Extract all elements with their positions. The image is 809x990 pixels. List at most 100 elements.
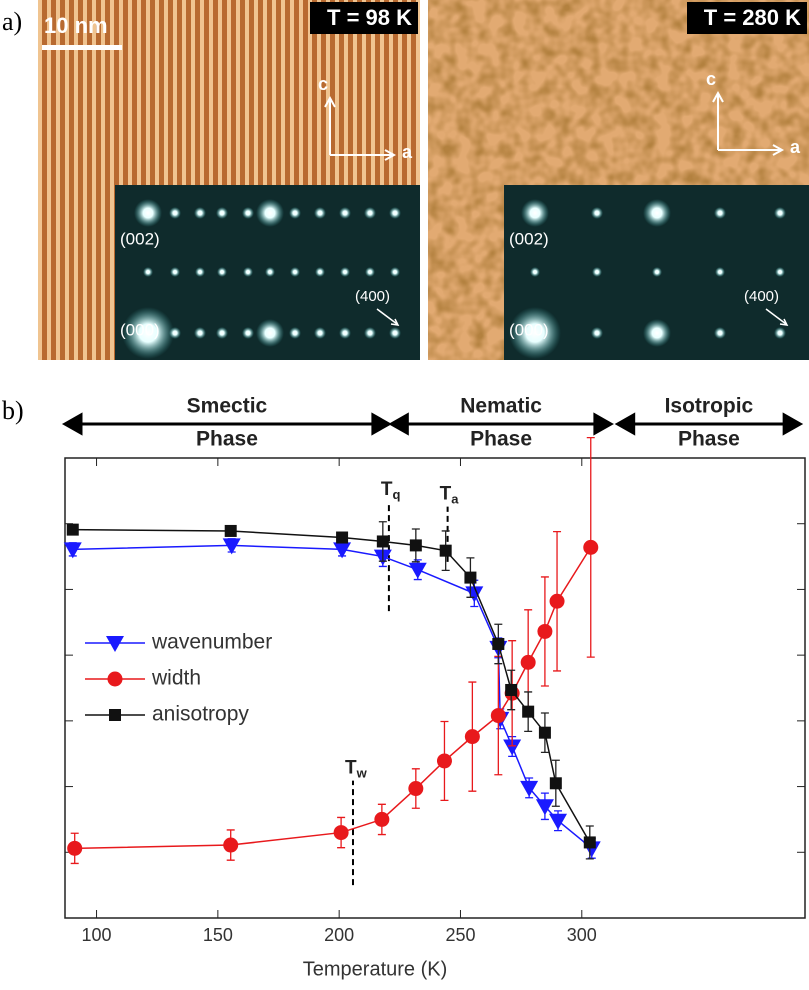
marker <box>465 729 480 744</box>
diffraction-spot <box>774 327 786 339</box>
panel-label: b) <box>2 396 24 425</box>
marker <box>539 727 551 739</box>
transition-label: Tw <box>345 758 368 781</box>
marker <box>374 812 389 827</box>
marker <box>223 538 241 554</box>
phase-name: Smectic <box>187 395 268 418</box>
diffraction-spot <box>243 267 253 277</box>
diffraction-spot <box>364 207 376 219</box>
spot-label: (000) <box>120 320 160 339</box>
spot-label: (400) <box>744 288 779 305</box>
diffraction-spot <box>242 327 254 339</box>
marker <box>521 655 536 670</box>
spot-label: (002) <box>509 229 549 248</box>
diffraction-spot <box>194 207 206 219</box>
diffraction-spot <box>134 199 162 227</box>
diffraction-spot <box>591 207 603 219</box>
x-tick-label: 150 <box>203 925 233 945</box>
marker <box>408 781 423 796</box>
x-tick-label: 250 <box>445 925 475 945</box>
diffraction-spot <box>265 267 275 277</box>
diffraction-spot <box>289 207 301 219</box>
diffraction-spot <box>216 327 228 339</box>
diffraction-spot <box>652 267 662 277</box>
marker <box>491 708 506 723</box>
legend-label: width <box>151 667 201 690</box>
diffraction-spot <box>290 267 300 277</box>
diffraction-spot <box>530 267 540 277</box>
legend-marker <box>106 636 124 652</box>
phase-name: Phase <box>678 428 740 451</box>
diffraction-spot <box>169 207 181 219</box>
marker <box>334 825 349 840</box>
diffraction-spot <box>364 327 376 339</box>
marker <box>505 684 517 696</box>
x-tick-label: 200 <box>324 925 354 945</box>
plot-area: b) 100 150 200 250 300 Temperature (K) Smectic P… <box>2 395 805 981</box>
marker <box>336 532 348 544</box>
spot-label: (000) <box>509 320 549 339</box>
marker <box>464 572 476 584</box>
diffraction-spot <box>390 267 400 277</box>
temperature: T = 280 K <box>704 5 801 30</box>
diffraction-spot <box>592 267 602 277</box>
diffraction-spot <box>314 207 326 219</box>
transition-label: Ta <box>440 484 460 507</box>
phase-name: Phase <box>470 428 532 451</box>
panel-a: a) 10 nm T = 98 Kca(002)(000)(400)T = 28… <box>2 0 809 360</box>
diffraction-spot <box>775 267 785 277</box>
diffraction-spot <box>389 327 401 339</box>
marker <box>550 777 562 789</box>
diffraction-spot <box>643 319 671 347</box>
diffraction-spot <box>715 267 725 277</box>
text-part: a <box>451 492 459 507</box>
marker <box>377 535 389 547</box>
diffraction-spot <box>339 327 351 339</box>
marker <box>67 841 82 856</box>
axis-a: a <box>402 142 413 162</box>
phase-name: Isotropic <box>665 395 754 418</box>
figure: a) 10 nm T = 98 Kca(002)(000)(400)T = 28… <box>0 0 809 990</box>
text-part: T <box>345 758 357 779</box>
diffraction-spot <box>714 327 726 339</box>
diffraction-spot <box>256 199 284 227</box>
marker <box>64 542 82 558</box>
text-part: q <box>393 487 401 502</box>
x-tick-label: 100 <box>82 925 112 945</box>
marker <box>223 838 238 853</box>
transition-label: Tq <box>381 479 401 502</box>
scale-bar <box>42 45 122 50</box>
diffraction-spot <box>340 267 350 277</box>
diffraction-spot <box>217 267 227 277</box>
spot-label: (400) <box>355 288 390 305</box>
axis-c: c <box>318 74 328 94</box>
x-tick-label: 300 <box>567 925 597 945</box>
diffraction-spot <box>216 207 228 219</box>
axis-c: c <box>706 69 716 89</box>
diffraction-spot <box>643 199 671 227</box>
marker <box>492 638 504 650</box>
marker <box>550 594 565 609</box>
text-part: T <box>440 484 452 505</box>
marker <box>584 836 596 848</box>
diffraction-spot <box>143 267 153 277</box>
text-part: w <box>356 766 368 781</box>
diffraction-spot <box>314 327 326 339</box>
diffraction-spot <box>339 207 351 219</box>
marker <box>549 814 567 830</box>
marker <box>437 753 452 768</box>
diffraction-spot <box>289 327 301 339</box>
phase-name: Phase <box>196 428 258 451</box>
spot-label: (002) <box>120 229 160 248</box>
marker <box>522 706 534 718</box>
panel-label: a) <box>2 7 22 36</box>
diffraction-spot <box>256 319 284 347</box>
diffraction-spot <box>170 267 180 277</box>
diffraction-spot <box>315 267 325 277</box>
x-axis-label: Temperature (K) <box>303 958 448 980</box>
diffraction-spot <box>774 207 786 219</box>
diffraction-spot <box>195 267 205 277</box>
legend-marker <box>109 709 121 721</box>
diffraction-spot <box>242 207 254 219</box>
legend-label: wavenumber <box>151 631 272 654</box>
